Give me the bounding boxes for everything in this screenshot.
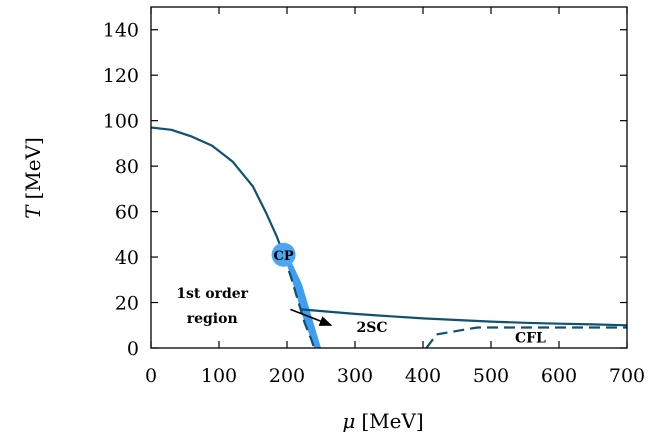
x-tick-label: 100 [201,365,237,387]
x-tick-label: 300 [337,365,373,387]
x-tick-label: 400 [405,365,441,387]
x-tick-label: 200 [269,365,305,387]
axes: 0 100 200 300 400 500 600 700 0 20 40 60 80 100 120 140 [103,6,645,387]
x-tick-label: 700 [609,365,645,387]
annotation-arrow [290,308,333,327]
x-tick-label: 600 [541,365,577,387]
x-tick-label: 500 [473,365,509,387]
y-tick-label: 80 [115,156,139,178]
phase-line-2 [301,308,628,327]
phase-line-3 [282,254,316,349]
2sc-label: 2SC [357,320,388,336]
y-tick-label: 60 [115,202,139,224]
first-order-region [283,254,321,348]
y-tick-label: 120 [103,65,139,87]
y-tick-label: 100 [103,111,139,133]
first-order-label-line1: 1st order [176,286,248,302]
critical-point-marker [271,242,296,267]
first-order-label-line2: region [187,311,238,327]
cfl-label: CFL [515,330,546,346]
critical-point-label: CP [274,249,294,264]
phase-line-4 [425,326,627,349]
y-tick-label: 20 [115,293,139,315]
y-tick-label: 0 [127,338,139,360]
y-tick-label: 140 [103,20,139,42]
plot-frame [150,6,628,349]
y-axis-label: T[MeV] [21,137,45,219]
phase-line-1 [150,126,285,256]
x-tick-label: 0 [145,365,157,387]
y-tick-label: 40 [115,247,139,269]
x-axis-label: μ [MeV] [342,409,423,433]
plot-area: CP 1st order region 2SC CFL [150,126,628,349]
